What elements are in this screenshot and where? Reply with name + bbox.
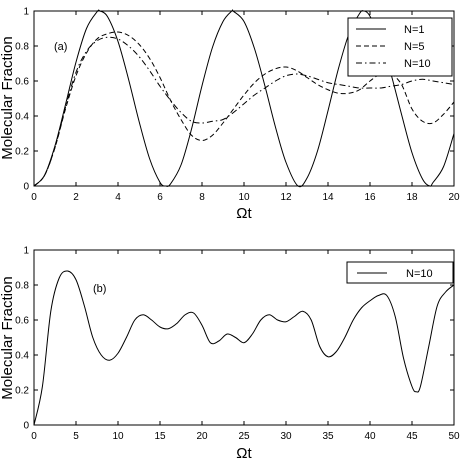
x-tick-label: 15 [154, 431, 166, 442]
y-tick-label: 0.8 [15, 42, 29, 53]
x-tick-label: 8 [199, 192, 205, 203]
panel-label-a: (a) [54, 41, 67, 53]
legend-box-b [346, 261, 454, 284]
y-tick-label: 0 [23, 182, 29, 193]
legend-label: N=10 [406, 268, 433, 280]
y-axis-label-a: Molecular Fraction [0, 36, 16, 159]
x-tick-label: 6 [157, 192, 163, 203]
x-tick-label: 14 [322, 192, 334, 203]
x-tick-label: 30 [280, 431, 292, 442]
panel-a: 0 2 4 6 8 10 12 14 16 18 20 0 0.2 0.4 0.6 0.8 1 (a) Ωt M… [0, 7, 460, 223]
x-tick-label: 35 [322, 431, 334, 442]
x-tick-label: 0 [31, 431, 37, 442]
legend-label: N=10 [404, 58, 431, 70]
series-line-n-10 [33, 36, 455, 187]
y-tick-label: 0 [23, 421, 29, 432]
legend-a: N=1 N=5 N=10 [347, 17, 453, 77]
panel-b: 0 5 10 15 20 25 30 35 40 45 50 0 0.2 0.4 0.6 0.8 1 (b) Ω… [0, 246, 460, 463]
x-tick-label: 2 [73, 192, 79, 203]
x-tick-label: 16 [364, 192, 376, 203]
x-axis-label-b: Ωt [236, 445, 252, 462]
panel-label-b: (b) [93, 283, 106, 295]
x-axis-label-a: Ωt [236, 205, 252, 222]
y-tick-label: 0.8 [15, 281, 29, 292]
x-tick-label: 50 [448, 431, 460, 442]
y-tick-label: 0.6 [15, 77, 29, 88]
legend-box-a [347, 17, 453, 77]
x-tick-label: 18 [406, 192, 418, 203]
x-tick-label: 10 [238, 192, 250, 203]
y-tick-label: 0.4 [15, 351, 29, 362]
x-tick-label: 45 [406, 431, 418, 442]
y-tick-label: 1 [23, 246, 29, 257]
x-tick-label: 40 [364, 431, 376, 442]
axis-ticks-b: 0 5 10 15 20 25 30 35 40 45 50 0 0.2 0.4 0.6 0.8 1 [15, 246, 460, 443]
x-tick-label: 10 [112, 431, 124, 442]
legend-label: N=1 [404, 24, 425, 36]
axis-ticks-a: 0 2 4 6 8 10 12 14 16 18 20 0 0.2 0.4 0.6 0.8 1 [15, 7, 460, 204]
y-tick-label: 1 [23, 7, 29, 18]
series-line-n-10 [33, 270, 455, 426]
y-axis-label-b: Molecular Fraction [0, 276, 16, 399]
x-tick-label: 20 [196, 431, 208, 442]
x-tick-label: 12 [280, 192, 292, 203]
x-tick-label: 0 [31, 192, 37, 203]
series-lines-b [33, 270, 455, 426]
y-tick-label: 0.6 [15, 316, 29, 327]
y-tick-label: 0.4 [15, 112, 29, 123]
x-tick-label: 20 [448, 192, 460, 203]
legend-b: N=10 [346, 261, 454, 284]
legend-label: N=5 [404, 41, 425, 53]
x-tick-label: 5 [73, 431, 79, 442]
y-tick-label: 0.2 [15, 386, 29, 397]
x-tick-label: 25 [238, 431, 250, 442]
x-tick-label: 4 [115, 192, 121, 203]
y-tick-label: 0.2 [15, 147, 29, 158]
